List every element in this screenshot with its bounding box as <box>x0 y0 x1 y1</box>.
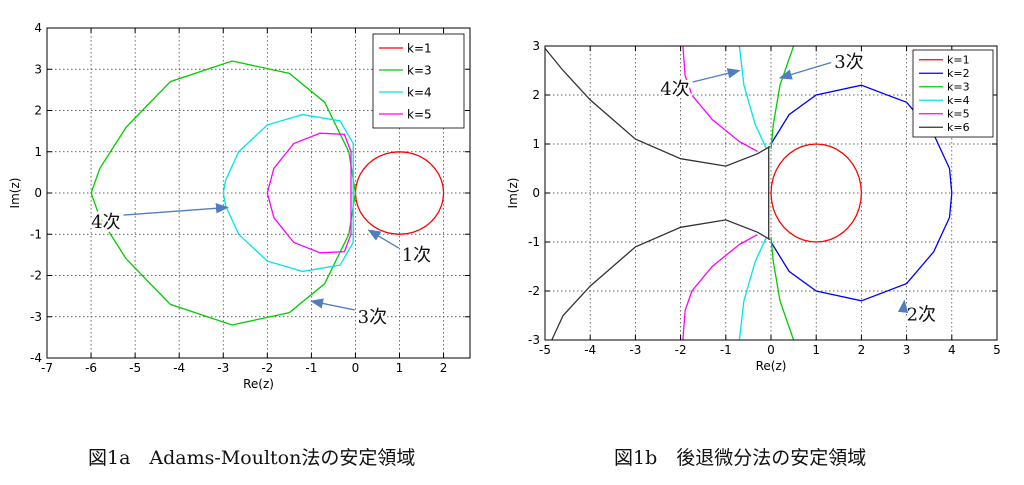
series-k=3 <box>90 60 357 326</box>
x-axis-label: Re(z) <box>243 377 274 391</box>
x-tick-label: 4 <box>948 343 956 357</box>
legend-label: k=3 <box>947 81 970 94</box>
y-tick-label: -3 <box>528 333 540 347</box>
figure-1a-caption: 図1a Adams-Moulton法の安定領域 <box>88 447 416 469</box>
y-tick-label: 3 <box>532 39 540 53</box>
x-tick-label: 0 <box>767 343 775 357</box>
x-tick-label: 1 <box>396 361 404 375</box>
y-tick-label: 1 <box>532 137 540 151</box>
legend-label: k=3 <box>407 63 432 77</box>
left-chart: -7 -6 -5 -4 -3 -2 -1 0 1 2 -4 -3 -2 -1 0 1 2 3 4 Re(z) Im(z)… <box>8 21 471 391</box>
y-tick-label: 4 <box>34 21 42 35</box>
series-k=6 <box>551 219 771 341</box>
series-k=5 <box>682 45 758 152</box>
y-tick-label: -1 <box>30 227 42 241</box>
x-tick-label: -2 <box>675 343 687 357</box>
series-k=2 <box>770 84 953 302</box>
figure-1b-caption: 図1b 後退微分法の安定領域 <box>614 447 867 469</box>
x-tick-label: -7 <box>41 361 53 375</box>
legend-label: k=5 <box>947 108 970 121</box>
x-tick-label: 3 <box>903 343 911 357</box>
legend-label: k=4 <box>947 94 970 107</box>
y-axis-label: Im(z) <box>8 178 22 209</box>
series-k=3 <box>770 237 795 341</box>
x-tick-label: -2 <box>261 361 273 375</box>
x-tick-label: 1 <box>812 343 820 357</box>
legend-label: k=5 <box>407 107 432 121</box>
x-tick-label: -5 <box>129 361 141 375</box>
x-tick-label: -4 <box>173 361 185 375</box>
x-tick-label: -3 <box>217 361 229 375</box>
legend-box <box>912 49 994 138</box>
x-tick-label: -5 <box>539 343 551 357</box>
y-tick-label: -4 <box>30 351 42 365</box>
x-tick-label: -1 <box>305 361 317 375</box>
y-tick-label: 3 <box>34 62 42 76</box>
annotation-label: 1次 <box>402 245 431 266</box>
x-tick-label: -1 <box>720 343 732 357</box>
right-chart: -5 -4 -3 -2 -1 0 1 2 3 4 5-3-2-10123Re(z)Im(z)k=1k… <box>506 39 1001 373</box>
legend-label: k=1 <box>947 54 970 67</box>
annotation-arrow <box>310 298 355 311</box>
x-axis-label: Re(z) <box>756 359 787 373</box>
series-k=5 <box>682 234 758 341</box>
annotation-label: 3次 <box>834 52 863 73</box>
y-tick-label: 0 <box>532 186 540 200</box>
legend-label: k=1 <box>407 41 432 55</box>
x-tick-label: 2 <box>440 361 448 375</box>
legend-label: k=2 <box>947 67 970 80</box>
annotation-arrow <box>367 229 400 249</box>
x-tick-label: -3 <box>629 343 641 357</box>
annotation-arrow <box>123 203 229 216</box>
series-k=4 <box>738 45 768 150</box>
x-tick-label: 2 <box>858 343 866 357</box>
series-k=4 <box>738 236 768 341</box>
y-tick-label: -1 <box>528 235 540 249</box>
y-tick-label: -2 <box>528 284 540 298</box>
series-k=4 <box>222 113 354 273</box>
y-tick-label: 1 <box>34 145 42 159</box>
plot-frame <box>46 27 471 359</box>
y-tick-label: 0 <box>34 186 42 200</box>
annotation-arrow <box>692 68 741 83</box>
series-k=5 <box>266 132 352 254</box>
y-tick-label: 2 <box>34 104 42 118</box>
x-tick-label: -6 <box>85 361 97 375</box>
x-tick-label: -4 <box>584 343 596 357</box>
annotation-label: 2次 <box>907 304 936 325</box>
annotation-label: 4次 <box>660 79 689 100</box>
y-axis-label: Im(z) <box>506 178 520 209</box>
plot-frame <box>544 45 998 341</box>
x-tick-label: 0 <box>352 361 360 375</box>
y-tick-label: -2 <box>30 269 42 283</box>
series-k=1 <box>770 143 863 243</box>
annotation-label: 3次 <box>358 307 387 328</box>
annotation-label: 4次 <box>91 212 120 233</box>
y-tick-label: 2 <box>532 88 540 102</box>
legend-label: k=6 <box>947 121 970 134</box>
series-k=3 <box>770 45 795 149</box>
x-tick-label: 5 <box>993 343 1001 357</box>
annotation-arrow <box>897 299 909 314</box>
y-tick-label: -3 <box>30 310 42 324</box>
series-k=6 <box>544 47 771 167</box>
legend-box <box>372 33 465 129</box>
annotation-arrow <box>778 61 832 80</box>
legend-label: k=4 <box>407 85 432 99</box>
